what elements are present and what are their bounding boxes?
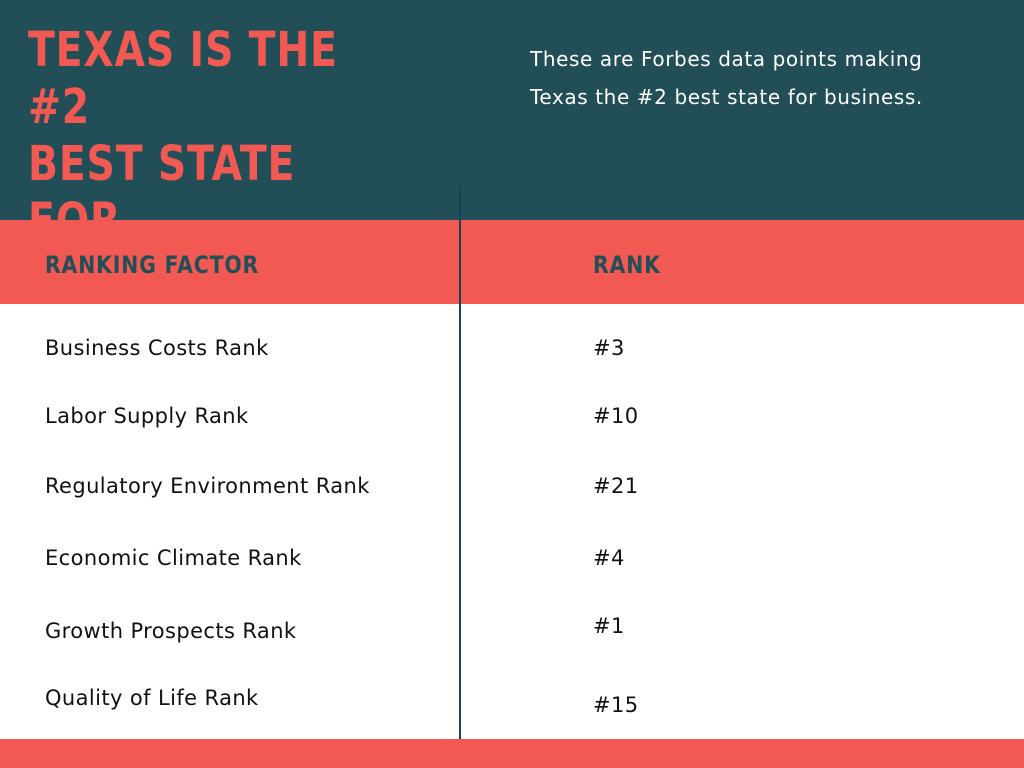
column-header-ranking-factor: RANKING FACTOR [45, 251, 260, 279]
rank-cell: #15 [593, 693, 639, 717]
rank-cell: #4 [593, 546, 625, 570]
rank-cell: #1 [593, 614, 625, 638]
table-row: Quality of Life Rank #15 [0, 684, 1024, 724]
page-subtitle: These are Forbes data points making Texa… [530, 47, 923, 109]
column-header-rank: RANK [593, 251, 661, 279]
table-header-bar [0, 220, 1024, 304]
column-divider [459, 186, 461, 739]
header-banner [0, 0, 1024, 220]
table-row: Growth Prospects Rank #1 [0, 614, 1024, 654]
table-row: Economic Climate Rank #4 [0, 544, 1024, 584]
table-row: Business Costs Rank #3 [0, 334, 1024, 374]
table-row: Labor Supply Rank #10 [0, 402, 1024, 442]
ranking-factor-cell: Economic Climate Rank [45, 546, 302, 570]
rank-cell: #10 [593, 404, 639, 428]
ranking-factor-cell: Regulatory Environment Rank [45, 474, 370, 498]
rank-cell: #3 [593, 336, 625, 360]
rank-cell: #21 [593, 474, 639, 498]
table-row: Regulatory Environment Rank #21 [0, 472, 1024, 512]
ranking-factor-cell: Business Costs Rank [45, 336, 269, 360]
footer-bar [0, 739, 1024, 768]
ranking-factor-cell: Labor Supply Rank [45, 404, 249, 428]
ranking-factor-cell: Quality of Life Rank [45, 686, 259, 710]
ranking-factor-cell: Growth Prospects Rank [45, 619, 297, 643]
